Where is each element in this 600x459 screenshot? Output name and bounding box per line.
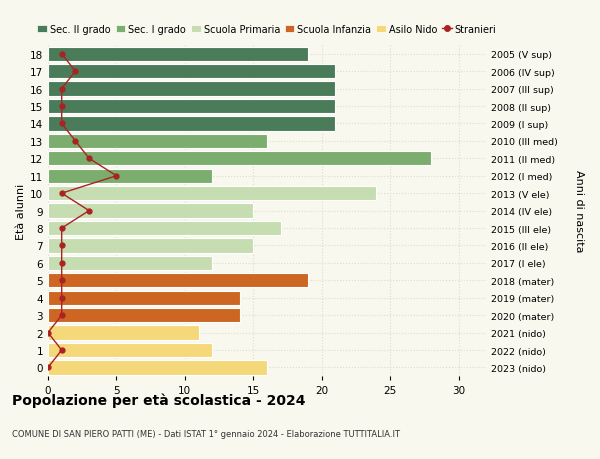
Bar [48,47,308,62]
Bar [48,204,253,218]
Legend: Sec. II grado, Sec. I grado, Scuola Primaria, Scuola Infanzia, Asilo Nido, Stran: Sec. II grado, Sec. I grado, Scuola Prim… [37,24,497,34]
Bar [48,291,239,305]
Y-axis label: Età alunni: Età alunni [16,183,26,239]
Bar [48,343,212,358]
Bar [48,117,335,131]
Text: COMUNE DI SAN PIERO PATTI (ME) - Dati ISTAT 1° gennaio 2024 - Elaborazione TUTTI: COMUNE DI SAN PIERO PATTI (ME) - Dati IS… [12,429,400,438]
Bar [48,274,308,288]
Bar [48,169,212,184]
Bar [48,82,335,96]
Bar [48,100,335,114]
Bar [48,134,267,149]
Bar [48,152,431,166]
Bar [48,361,267,375]
Bar [48,326,199,340]
Bar [48,239,253,253]
Bar [48,308,239,323]
Bar [48,221,281,235]
Bar [48,65,335,79]
Y-axis label: Anni di nascita: Anni di nascita [574,170,584,252]
Bar [48,256,212,270]
Bar [48,187,377,201]
Text: Popolazione per età scolastica - 2024: Popolazione per età scolastica - 2024 [12,392,305,407]
